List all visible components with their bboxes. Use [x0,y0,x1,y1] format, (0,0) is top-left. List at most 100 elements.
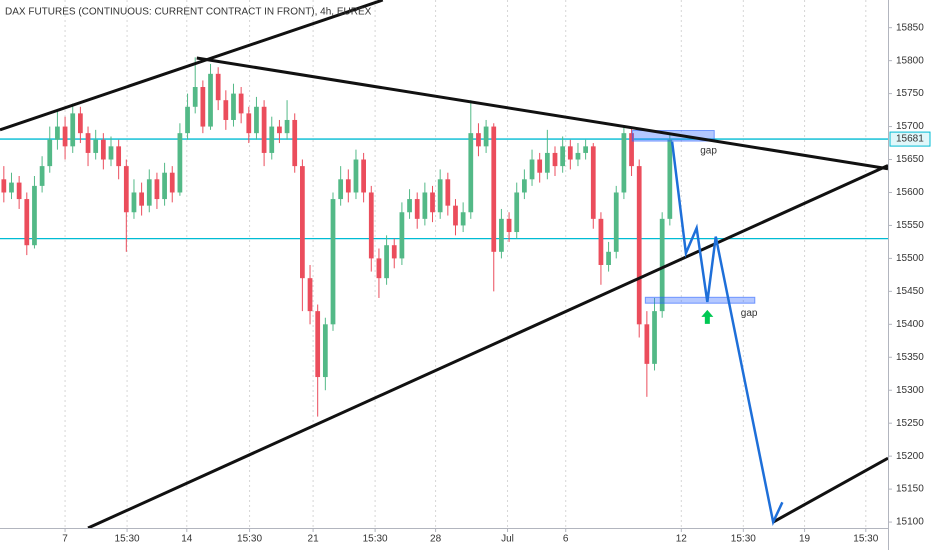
candle-body [667,139,673,219]
candle-body [613,192,619,252]
gap-label: gap [741,308,758,319]
candle-body [499,218,504,252]
candle-body [338,179,344,200]
candle-body [483,126,489,147]
candle-body [567,146,573,160]
candle-body [162,172,167,200]
candle-body [16,182,22,200]
candle-body [307,278,313,312]
candle-body [552,152,558,167]
trendline [196,56,888,171]
candle-body [345,179,351,193]
candle-body [246,113,252,134]
candle-body [85,133,91,153]
candle-body [223,100,229,120]
candle-body [200,87,206,127]
x-tick-label: Jul [501,534,514,545]
x-tick-label: 21 [308,534,320,545]
y-tick-label: 15150 [896,484,924,495]
candle-body [560,146,566,167]
gap-label: gap [700,146,717,157]
time-axis-bg [0,528,932,550]
candle-body [330,199,336,325]
candle-body [430,192,435,213]
candle-body [139,192,144,206]
gap-zone [644,296,756,304]
candle-body [453,205,458,226]
candle-body [169,172,175,193]
candle-body [32,185,37,246]
candle-body [529,159,535,180]
x-tick-label: 28 [430,534,442,545]
candle-body [575,152,581,160]
x-tick-label: 15:30 [237,534,262,545]
candle-body [9,182,14,193]
y-tick-label: 15300 [896,385,924,396]
y-tick-label: 15350 [896,352,924,363]
candle-body [39,166,45,186]
candle-body [123,166,129,213]
x-tick-label: 6 [563,534,569,545]
candle-body [522,179,527,193]
candle-body [391,245,397,259]
candle-body [437,179,443,213]
candle-body [116,146,122,167]
candle-body [506,218,512,233]
candle-body [315,311,321,378]
trendline [87,164,888,528]
last-price-box [889,131,931,147]
candle-body [146,179,152,206]
candle-body [261,106,267,153]
candle-body [154,179,160,200]
y-tick-label: 15500 [896,253,924,264]
candle-body [537,159,543,173]
x-tick-label: 15:30 [731,534,756,545]
candle-body [422,192,428,219]
plot-area: gap gap [0,0,888,528]
candle-body [353,159,359,193]
x-tick-label: 19 [799,534,811,545]
candle-body [621,133,627,193]
price-axis-bg [888,0,932,550]
candle-body [399,212,405,259]
candle-body [1,179,7,193]
candle-body [445,179,451,206]
candle-body [47,139,53,167]
y-tick-label: 15400 [896,319,924,330]
candle-body [476,133,481,147]
trendline [772,456,888,524]
y-tick-label: 15600 [896,187,924,198]
chart-title: DAX FUTURES (CONTINUOUS: CURRENT CONTRAC… [5,7,372,18]
candle-body [659,218,665,312]
trendline [0,0,384,132]
candle-body [361,159,366,193]
candle-body [368,192,374,259]
x-tick-label: 15:30 [363,534,388,545]
candle-body [491,126,497,252]
candle-body [185,106,190,134]
x-tick-label: 7 [62,534,68,545]
candle-body [284,119,290,134]
candle-body [590,146,596,219]
y-tick-label: 15650 [896,154,924,165]
candle-body [384,245,389,279]
candle-body [208,73,213,127]
candle-body [514,192,520,233]
x-tick-label: 15:30 [853,534,878,545]
candle-body [460,212,466,226]
candle-body [93,139,99,153]
candle-body [55,126,60,140]
candle-body [62,126,68,147]
x-tick-label: 14 [181,534,193,545]
x-tick-label: 15:30 [115,534,140,545]
last-price-label: 15681 [896,134,924,145]
signal-arrow [701,309,714,324]
y-tick-label: 15800 [896,55,924,66]
candle-body [544,152,550,173]
candle-body [277,126,282,134]
candle-body [192,87,198,107]
candle-body [269,126,275,153]
candle-body [254,106,259,134]
